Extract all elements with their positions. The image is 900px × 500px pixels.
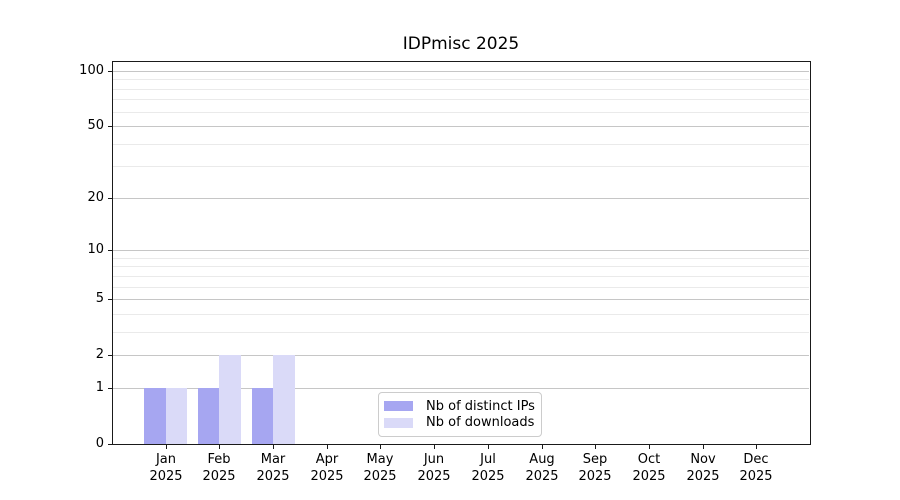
x-tick-label-dec: Dec 2025: [739, 452, 773, 484]
x-tick-label-mar: Mar 2025: [256, 452, 290, 484]
gridline-minor-80: [113, 89, 809, 90]
gridline-minor-9: [113, 258, 809, 259]
y-tick-100: [108, 71, 112, 72]
x-tick-apr: [327, 445, 328, 449]
x-tick-jun: [434, 445, 435, 449]
legend-swatch-downloads: [384, 417, 413, 428]
y-tick-20: [108, 198, 112, 199]
x-tick-label-nov: Nov 2025: [686, 452, 720, 484]
bar-downloads-mar: [273, 355, 295, 444]
x-tick-feb: [219, 445, 220, 449]
y-tick-label-50: 50: [87, 118, 104, 133]
x-tick-dec: [756, 445, 757, 449]
gridline-minor-60: [113, 112, 809, 113]
legend-label-downloads: Nb of downloads: [426, 415, 535, 431]
gridline-major-5: [113, 299, 809, 300]
bar-downloads-feb: [219, 355, 241, 444]
plot-frame: [112, 61, 811, 445]
x-tick-jan: [166, 445, 167, 449]
x-tick-label-may: May 2025: [363, 452, 397, 484]
gridline-major-20: [113, 198, 809, 199]
x-tick-jul: [488, 445, 489, 449]
x-tick-may: [380, 445, 381, 449]
x-tick-aug: [542, 445, 543, 449]
y-tick-1: [108, 388, 112, 389]
y-tick-50: [108, 126, 112, 127]
chart-title: IDPmisc 2025: [402, 34, 520, 54]
y-tick-label-2: 2: [95, 347, 104, 362]
gridline-minor-7: [113, 276, 809, 277]
gridline-minor-6: [113, 287, 809, 288]
y-tick-label-0: 0: [95, 436, 104, 451]
y-tick-0: [108, 444, 112, 445]
x-tick-label-apr: Apr 2025: [310, 452, 344, 484]
y-tick-label-5: 5: [95, 291, 104, 306]
bar-downloads-jan: [165, 388, 188, 444]
x-tick-oct: [649, 445, 650, 449]
legend-entry-downloads: Nb of downloads: [384, 415, 535, 431]
x-tick-label-feb: Feb 2025: [202, 452, 236, 484]
x-tick-label-sep: Sep 2025: [578, 452, 612, 484]
x-tick-label-jun: Jun 2025: [417, 452, 451, 484]
x-tick-mar: [273, 445, 274, 449]
legend-label-distinct-ips: Nb of distinct IPs: [426, 398, 535, 414]
gridline-major-50: [113, 126, 809, 127]
gridline-minor-3: [113, 332, 809, 333]
y-tick-label-10: 10: [87, 242, 104, 257]
gridline-minor-40: [113, 144, 809, 145]
bar-distinct-ips-feb: [197, 388, 220, 444]
y-tick-label-20: 20: [87, 190, 104, 205]
legend: Nb of distinct IPs Nb of downloads: [378, 392, 542, 437]
bar-distinct-ips-jan: [144, 388, 166, 444]
x-tick-label-jul: Jul 2025: [471, 452, 505, 484]
x-tick-label-aug: Aug 2025: [525, 452, 559, 484]
legend-entry-distinct-ips: Nb of distinct IPs: [384, 398, 535, 414]
gridline-minor-4: [113, 314, 809, 315]
y-tick-5: [108, 299, 112, 300]
x-tick-nov: [703, 445, 704, 449]
bar-distinct-ips-mar: [251, 388, 274, 444]
gridline-minor-90: [113, 79, 809, 80]
x-tick-label-jan: Jan 2025: [149, 452, 183, 484]
legend-swatch-distinct-ips: [384, 401, 413, 412]
gridline-major-2: [113, 355, 809, 356]
x-tick-sep: [595, 445, 596, 449]
y-tick-2: [108, 355, 112, 356]
x-tick-label-oct: Oct 2025: [632, 452, 666, 484]
gridline-minor-8: [113, 266, 809, 267]
y-tick-10: [108, 250, 112, 251]
gridline-minor-30: [113, 166, 809, 167]
gridline-major-100: [113, 71, 809, 72]
gridline-minor-70: [113, 99, 809, 100]
gridline-major-10: [113, 250, 809, 251]
y-tick-label-1: 1: [95, 380, 104, 395]
y-tick-label-100: 100: [79, 63, 104, 78]
gridline-major-1: [113, 388, 809, 389]
